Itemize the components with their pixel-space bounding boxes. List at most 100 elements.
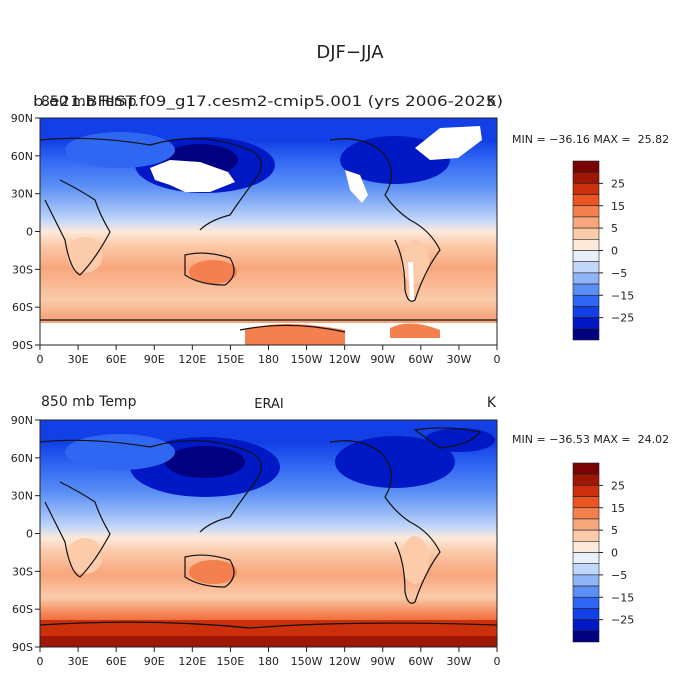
top-panel-title: b.e21.BHIST.f09_g17.cesm2-cmip5.001 (yrs… — [33, 94, 503, 110]
top-x-axis: 0 30E 60E 90E 120E 150E 180 150W 120W 90W 60W 30W 0 — [37, 345, 501, 366]
x-tick-label: 150E — [216, 655, 244, 668]
x-tick-label: 90W — [370, 655, 395, 668]
colorbar-swatch — [572, 496, 600, 509]
x-tick-label: 90W — [370, 353, 395, 366]
colorbar-swatch — [572, 529, 600, 542]
x-tick-label: 120W — [329, 655, 361, 668]
colorbar-label: 15 — [611, 200, 625, 213]
y-tick-label: 60N — [11, 452, 33, 465]
x-tick-label: 150W — [291, 655, 323, 668]
colorbar-swatch — [572, 608, 600, 620]
x-tick-label: 120E — [178, 655, 206, 668]
top-panel-title-overlap: 850 mb Temp — [41, 94, 137, 110]
colorbar-swatch — [572, 518, 600, 531]
colorbar-swatch — [572, 507, 600, 520]
colorbar-swatch — [572, 462, 600, 475]
colorbar-swatch — [572, 239, 600, 251]
colorbar-swatch — [572, 261, 600, 274]
colorbar-swatch — [572, 216, 600, 229]
colorbar-label: −25 — [611, 312, 634, 325]
colorbar-swatch — [572, 183, 600, 195]
colorbar-label: −25 — [611, 614, 634, 627]
x-tick-label: 60E — [106, 353, 127, 366]
y-tick-label: 90N — [11, 414, 33, 427]
y-tick-label: 90S — [12, 641, 33, 654]
colorbar-label: −5 — [611, 569, 627, 582]
colorbar-label: −15 — [611, 289, 634, 302]
y-tick-label: 0 — [26, 528, 33, 541]
colorbar-swatch — [572, 574, 600, 587]
x-tick-label: 90E — [144, 353, 165, 366]
colorbar-swatch — [572, 194, 600, 207]
x-tick-label: 120W — [329, 353, 361, 366]
colorbar-swatch — [572, 317, 600, 330]
y-tick-label: 30S — [12, 565, 33, 578]
bottom-stats: MIN = −36.53 MAX = 24.02 — [512, 433, 669, 446]
colorbar-swatch — [572, 328, 600, 341]
colorbar-swatch — [572, 619, 600, 632]
colorbar-swatch — [572, 596, 600, 609]
top-panel: 850 mb Temp b.e21.BHIST.f09_g17.cesm2-cm… — [11, 94, 669, 366]
y-tick-label: 30N — [11, 188, 33, 201]
x-tick-label: 180 — [258, 353, 279, 366]
x-tick-label: 90E — [144, 655, 165, 668]
x-tick-label: 30E — [68, 353, 89, 366]
colorbar-label: 25 — [611, 177, 625, 190]
colorbar-swatch — [572, 272, 600, 285]
y-tick-label: 60S — [12, 301, 33, 314]
colorbar-swatch — [572, 227, 600, 240]
colorbar-swatch — [572, 283, 600, 296]
x-tick-label: 30W — [446, 655, 471, 668]
x-tick-label: 150W — [291, 353, 323, 366]
colorbar-swatch — [572, 205, 600, 218]
colorbar-label: 25 — [611, 479, 625, 492]
x-tick-label: 60E — [106, 655, 127, 668]
colorbar-label: 15 — [611, 502, 625, 515]
colorbar-swatch — [572, 585, 600, 598]
colorbar-swatch — [572, 485, 600, 497]
colorbar-swatch — [572, 294, 600, 307]
x-tick-label: 150E — [216, 353, 244, 366]
bottom-map-field — [40, 420, 497, 647]
y-tick-label: 60S — [12, 603, 33, 616]
y-tick-label: 30S — [12, 263, 33, 276]
bottom-x-axis: 0 30E 60E 90E 120E 150E 180 150W 120W 90W 60W 30W 0 — [37, 647, 501, 668]
colorbar-swatch — [572, 171, 600, 184]
figure-title: DJF−JJA — [316, 42, 384, 63]
x-tick-label: 120E — [178, 353, 206, 366]
y-tick-label: 30N — [11, 490, 33, 503]
top-coastlines — [40, 137, 497, 333]
x-tick-label: 30W — [446, 353, 471, 366]
y-tick-label: 90N — [11, 112, 33, 125]
top-y-axis: 90N 60N 30N 0 30S 60S 90S — [11, 112, 40, 352]
bottom-panel-center-title: ERAI — [254, 397, 283, 412]
y-tick-label: 60N — [11, 150, 33, 163]
colorbar-swatch — [572, 250, 600, 262]
bottom-panel-units: K — [487, 395, 497, 411]
x-tick-label: 180 — [258, 655, 279, 668]
colorbar-swatch — [572, 160, 600, 173]
top-stats: MIN = −36.16 MAX = 25.82 — [512, 133, 669, 146]
top-map-field — [40, 118, 497, 345]
x-tick-label: 60W — [408, 353, 433, 366]
bottom-y-axis: 90N 60N 30N 0 30S 60S 90S — [11, 414, 40, 654]
top-colorbar: 25 15 5 0 −5 −15 −25 — [572, 160, 634, 341]
bottom-colorbar: 25 15 5 0 −5 −15 −25 — [572, 462, 634, 643]
colorbar-label: −5 — [611, 267, 627, 280]
colorbar-swatch — [572, 473, 600, 486]
x-tick-label: 30E — [68, 655, 89, 668]
x-tick-label: 0 — [494, 353, 501, 366]
colorbar-swatch — [572, 563, 600, 576]
colorbar-label: 5 — [611, 524, 618, 537]
bottom-panel-title: 850 mb Temp — [41, 394, 137, 410]
colorbar-label: 0 — [611, 245, 618, 258]
x-tick-label: 0 — [494, 655, 501, 668]
colorbar-label: 0 — [611, 547, 618, 560]
bottom-coastlines — [40, 427, 497, 629]
colorbar-swatch — [572, 306, 600, 318]
y-tick-label: 0 — [26, 226, 33, 239]
top-panel-units: K — [487, 94, 497, 110]
x-tick-label: 60W — [408, 655, 433, 668]
colorbar-swatch — [572, 541, 600, 553]
